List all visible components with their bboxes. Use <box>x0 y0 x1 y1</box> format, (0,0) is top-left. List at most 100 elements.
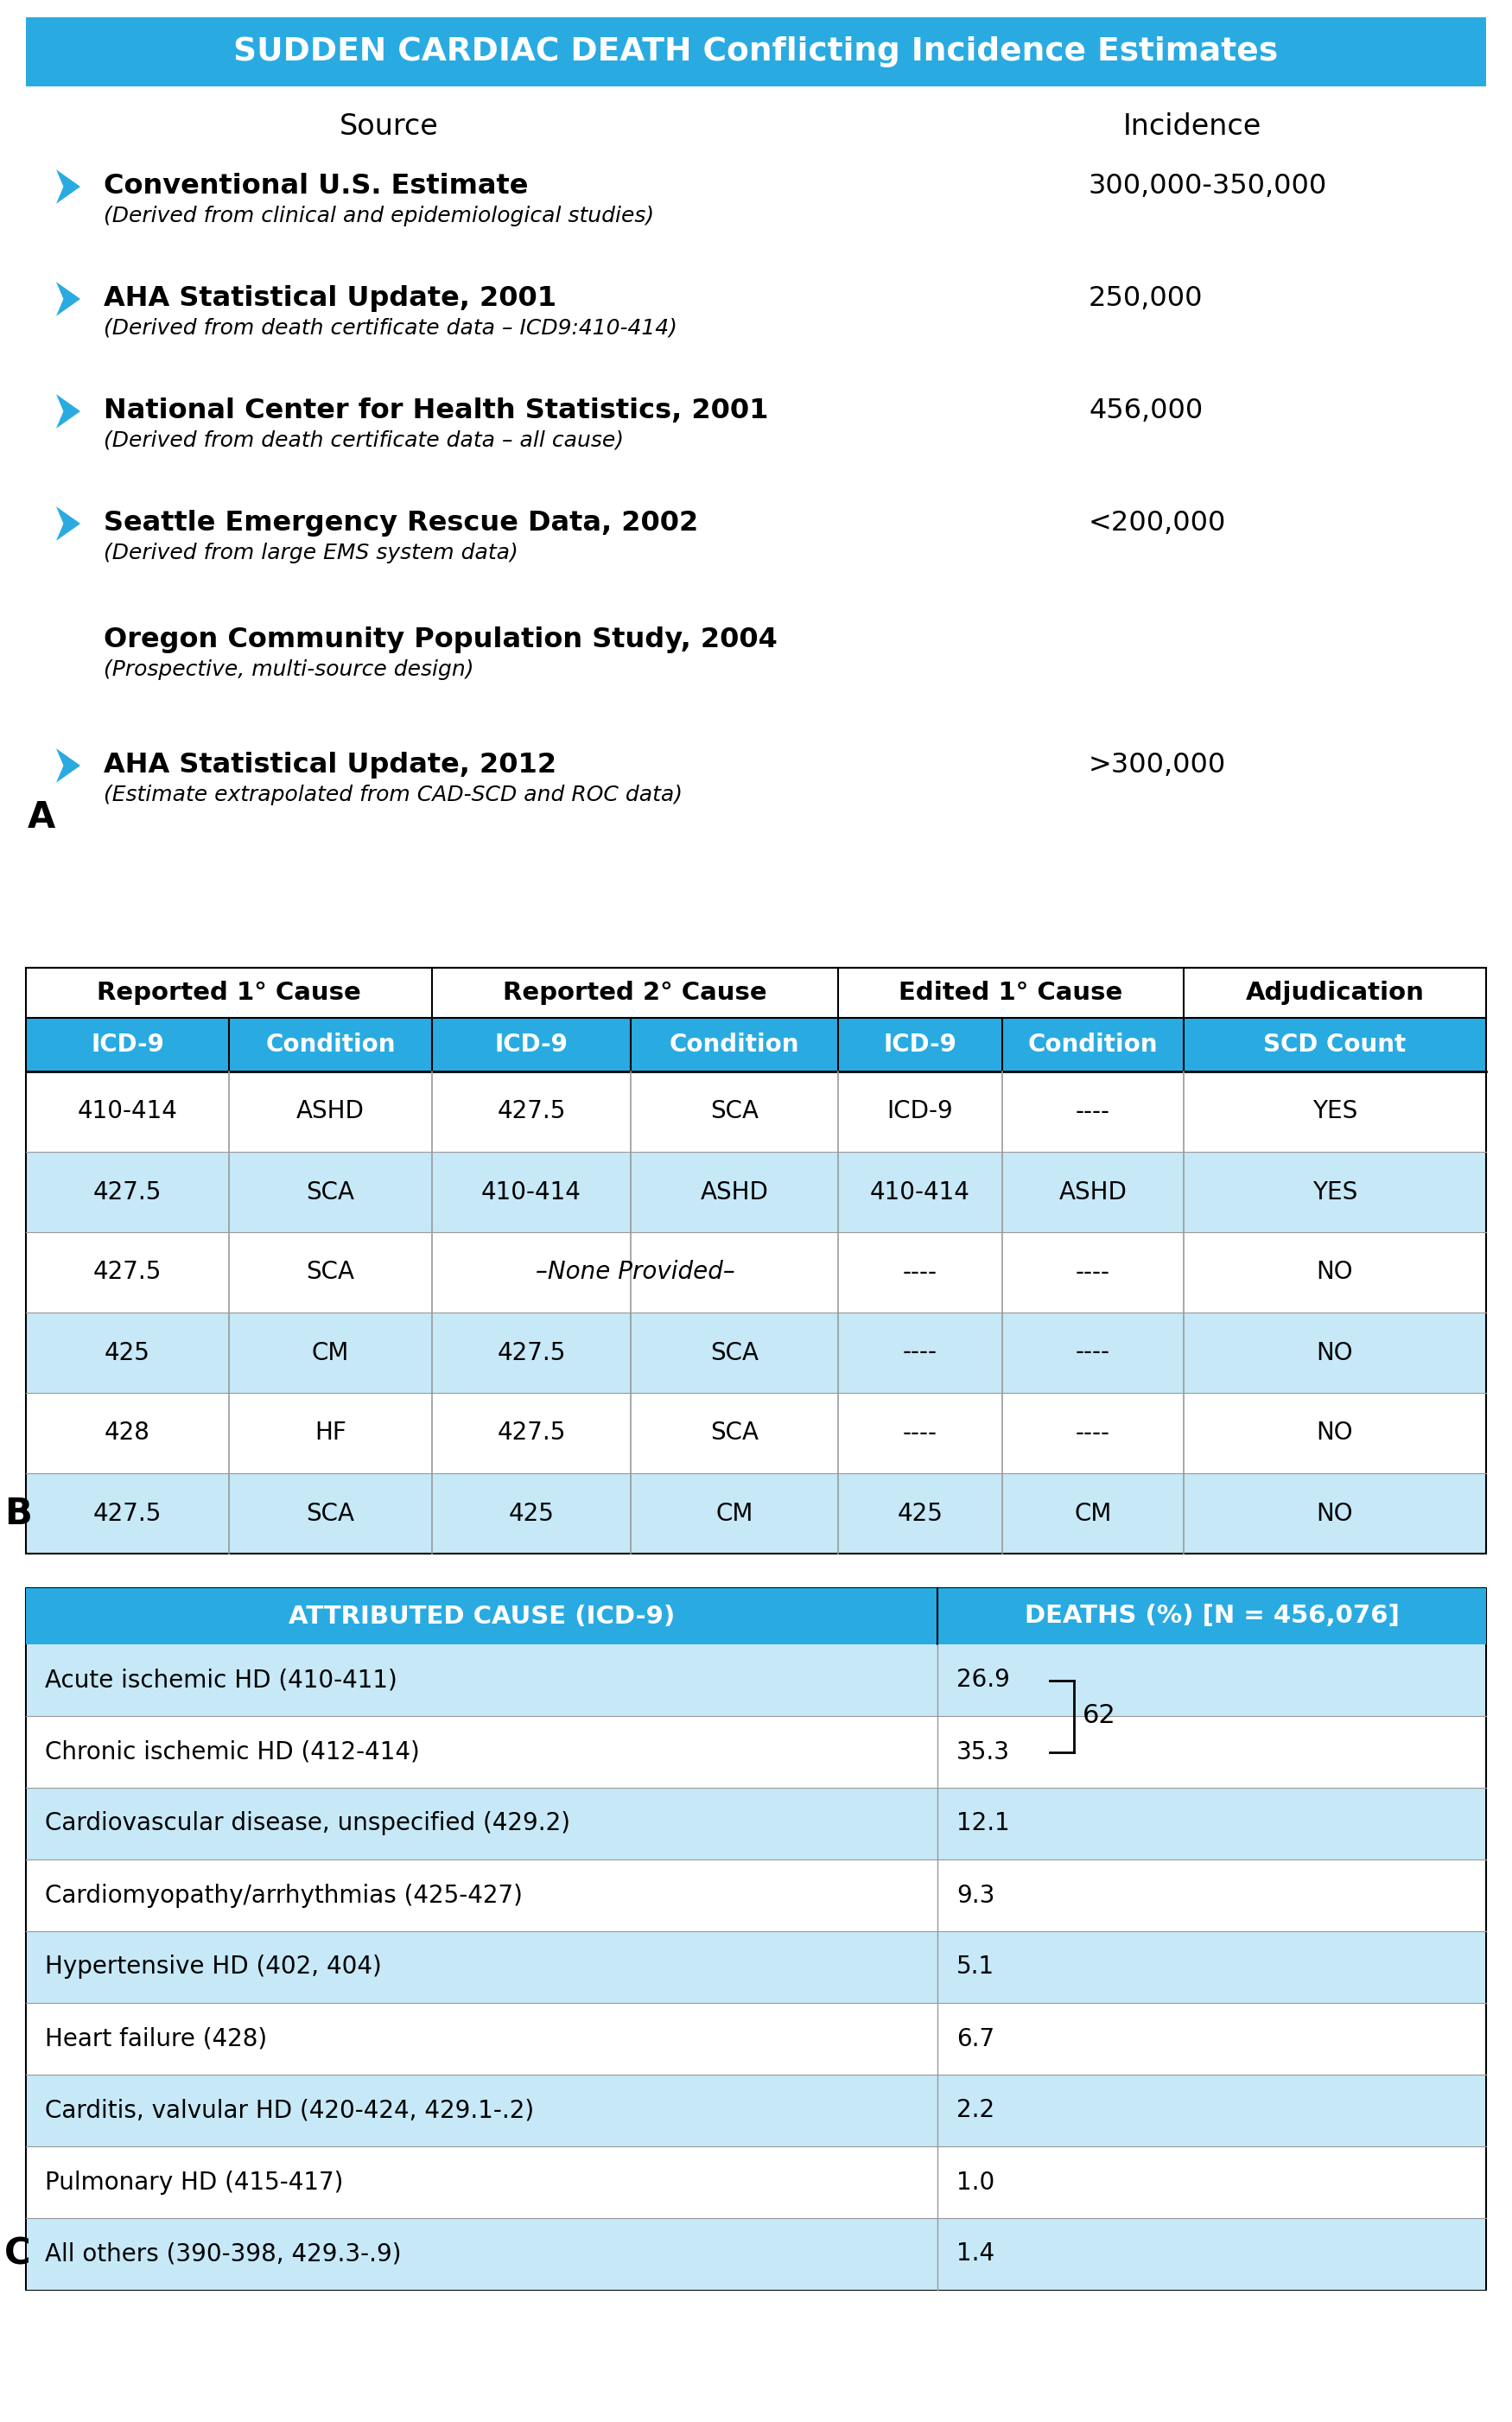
Text: 456,000: 456,000 <box>1089 397 1204 424</box>
Text: NO: NO <box>1317 1422 1353 1446</box>
Text: SCA: SCA <box>711 1422 759 1446</box>
Text: SCA: SCA <box>307 1180 355 1204</box>
Bar <box>27 2219 1485 2289</box>
Text: ATTRIBUTED CAUSE (ICD-9): ATTRIBUTED CAUSE (ICD-9) <box>289 1603 674 1628</box>
Bar <box>26 1071 1486 1153</box>
Text: SCA: SCA <box>307 1502 355 1526</box>
Text: 35.3: 35.3 <box>957 1739 1010 1763</box>
Bar <box>26 1589 1486 1645</box>
Text: 300,000-350,000: 300,000-350,000 <box>1089 172 1328 199</box>
Text: CM: CM <box>1074 1502 1111 1526</box>
Text: 26.9: 26.9 <box>957 1669 1010 1693</box>
Text: ----: ---- <box>1075 1100 1110 1124</box>
Text: Oregon Community Population Study, 2004: Oregon Community Population Study, 2004 <box>104 627 777 654</box>
Text: 250,000: 250,000 <box>1089 286 1204 312</box>
Text: DEATHS (%) [N = 456,076]: DEATHS (%) [N = 456,076] <box>1024 1603 1399 1628</box>
Text: Conventional U.S. Estimate: Conventional U.S. Estimate <box>104 172 528 199</box>
Text: ASHD: ASHD <box>296 1100 364 1124</box>
Text: 427.5: 427.5 <box>497 1422 565 1446</box>
Text: 9.3: 9.3 <box>957 1884 995 1909</box>
Text: CM: CM <box>715 1502 753 1526</box>
Text: Reported 2° Cause: Reported 2° Cause <box>503 981 767 1005</box>
Bar <box>27 2146 1485 2219</box>
Bar <box>26 1017 1486 1071</box>
Text: –None Provided–: –None Provided– <box>535 1259 735 1284</box>
Bar <box>27 2003 1485 2076</box>
Text: Heart failure (428): Heart failure (428) <box>45 2027 268 2051</box>
Text: 5.1: 5.1 <box>957 1955 995 1979</box>
Bar <box>27 2076 1485 2146</box>
Text: ----: ---- <box>1075 1422 1110 1446</box>
Text: All others (390-398, 429.3-.9): All others (390-398, 429.3-.9) <box>45 2243 401 2267</box>
Text: 12.1: 12.1 <box>957 1812 1010 1836</box>
Text: 428: 428 <box>104 1422 150 1446</box>
Bar <box>26 1589 1486 2289</box>
Text: ----: ---- <box>1075 1342 1110 1366</box>
Text: C: C <box>5 2236 30 2272</box>
Text: ----: ---- <box>903 1422 937 1446</box>
Text: CM: CM <box>311 1342 349 1366</box>
Text: Chronic ischemic HD (412-414): Chronic ischemic HD (412-414) <box>45 1739 420 1763</box>
Text: SCA: SCA <box>711 1342 759 1366</box>
Text: ICD-9: ICD-9 <box>494 1032 569 1056</box>
Text: 425: 425 <box>508 1502 555 1526</box>
Bar <box>26 1393 1486 1473</box>
Text: Source: Source <box>339 111 438 140</box>
Text: >300,000: >300,000 <box>1089 751 1226 777</box>
Polygon shape <box>56 281 80 317</box>
Text: AHA Statistical Update, 2012: AHA Statistical Update, 2012 <box>104 751 556 777</box>
Text: 410-414: 410-414 <box>77 1100 177 1124</box>
Bar <box>26 969 1486 1553</box>
Text: NO: NO <box>1317 1502 1353 1526</box>
Text: Cardiomyopathy/arrhythmias (425-427): Cardiomyopathy/arrhythmias (425-427) <box>45 1884 523 1909</box>
Text: 1.0: 1.0 <box>957 2170 995 2194</box>
Text: Seattle Emergency Rescue Data, 2002: Seattle Emergency Rescue Data, 2002 <box>104 509 699 538</box>
Text: Incidence: Incidence <box>1123 111 1261 140</box>
Text: YES: YES <box>1312 1100 1358 1124</box>
Text: ASHD: ASHD <box>700 1180 768 1204</box>
Text: Condition: Condition <box>670 1032 800 1056</box>
Polygon shape <box>56 395 80 429</box>
Text: (Estimate extrapolated from CAD-SCD and ROC data): (Estimate extrapolated from CAD-SCD and … <box>104 785 682 807</box>
Text: SCA: SCA <box>307 1259 355 1284</box>
Bar <box>26 1473 1486 1553</box>
Text: AHA Statistical Update, 2001: AHA Statistical Update, 2001 <box>104 286 556 312</box>
Text: Reported 1° Cause: Reported 1° Cause <box>97 981 361 1005</box>
Text: Acute ischemic HD (410-411): Acute ischemic HD (410-411) <box>45 1669 398 1693</box>
Text: ICD-9: ICD-9 <box>91 1032 165 1056</box>
Text: 410-414: 410-414 <box>869 1180 971 1204</box>
Polygon shape <box>56 170 80 203</box>
Text: 425: 425 <box>104 1342 150 1366</box>
Text: NO: NO <box>1317 1342 1353 1366</box>
Bar <box>27 1930 1485 2003</box>
Text: 427.5: 427.5 <box>497 1342 565 1366</box>
Text: B: B <box>5 1494 32 1531</box>
Bar <box>27 1645 1485 1717</box>
Text: Pulmonary HD (415-417): Pulmonary HD (415-417) <box>45 2170 343 2194</box>
Text: 427.5: 427.5 <box>94 1259 162 1284</box>
Text: Condition: Condition <box>1028 1032 1158 1056</box>
Text: SUDDEN CARDIAC DEATH Conflicting Incidence Estimates: SUDDEN CARDIAC DEATH Conflicting Inciden… <box>234 36 1278 68</box>
Text: (Derived from clinical and epidemiological studies): (Derived from clinical and epidemiologic… <box>104 206 655 225</box>
Text: ASHD: ASHD <box>1058 1180 1126 1204</box>
Text: 1.4: 1.4 <box>957 2243 995 2267</box>
Text: Adjudication: Adjudication <box>1246 981 1424 1005</box>
Bar <box>26 1153 1486 1233</box>
Text: 427.5: 427.5 <box>497 1100 565 1124</box>
Bar <box>27 1717 1485 1787</box>
Bar <box>26 17 1486 87</box>
Text: Hypertensive HD (402, 404): Hypertensive HD (402, 404) <box>45 1955 381 1979</box>
Text: (Derived from death certificate data – all cause): (Derived from death certificate data – a… <box>104 431 624 450</box>
Text: National Center for Health Statistics, 2001: National Center for Health Statistics, 2… <box>104 397 768 424</box>
Text: 410-414: 410-414 <box>481 1180 582 1204</box>
Text: (Derived from death certificate data – ICD9:410-414): (Derived from death certificate data – I… <box>104 317 677 339</box>
Text: ICD-9: ICD-9 <box>883 1032 957 1056</box>
Text: Condition: Condition <box>266 1032 396 1056</box>
Text: 62: 62 <box>1083 1703 1116 1729</box>
Polygon shape <box>56 748 80 782</box>
Text: 425: 425 <box>897 1502 943 1526</box>
Bar <box>27 1787 1485 1860</box>
Text: 427.5: 427.5 <box>94 1502 162 1526</box>
Bar <box>27 1860 1485 1930</box>
Text: ----: ---- <box>1075 1259 1110 1284</box>
